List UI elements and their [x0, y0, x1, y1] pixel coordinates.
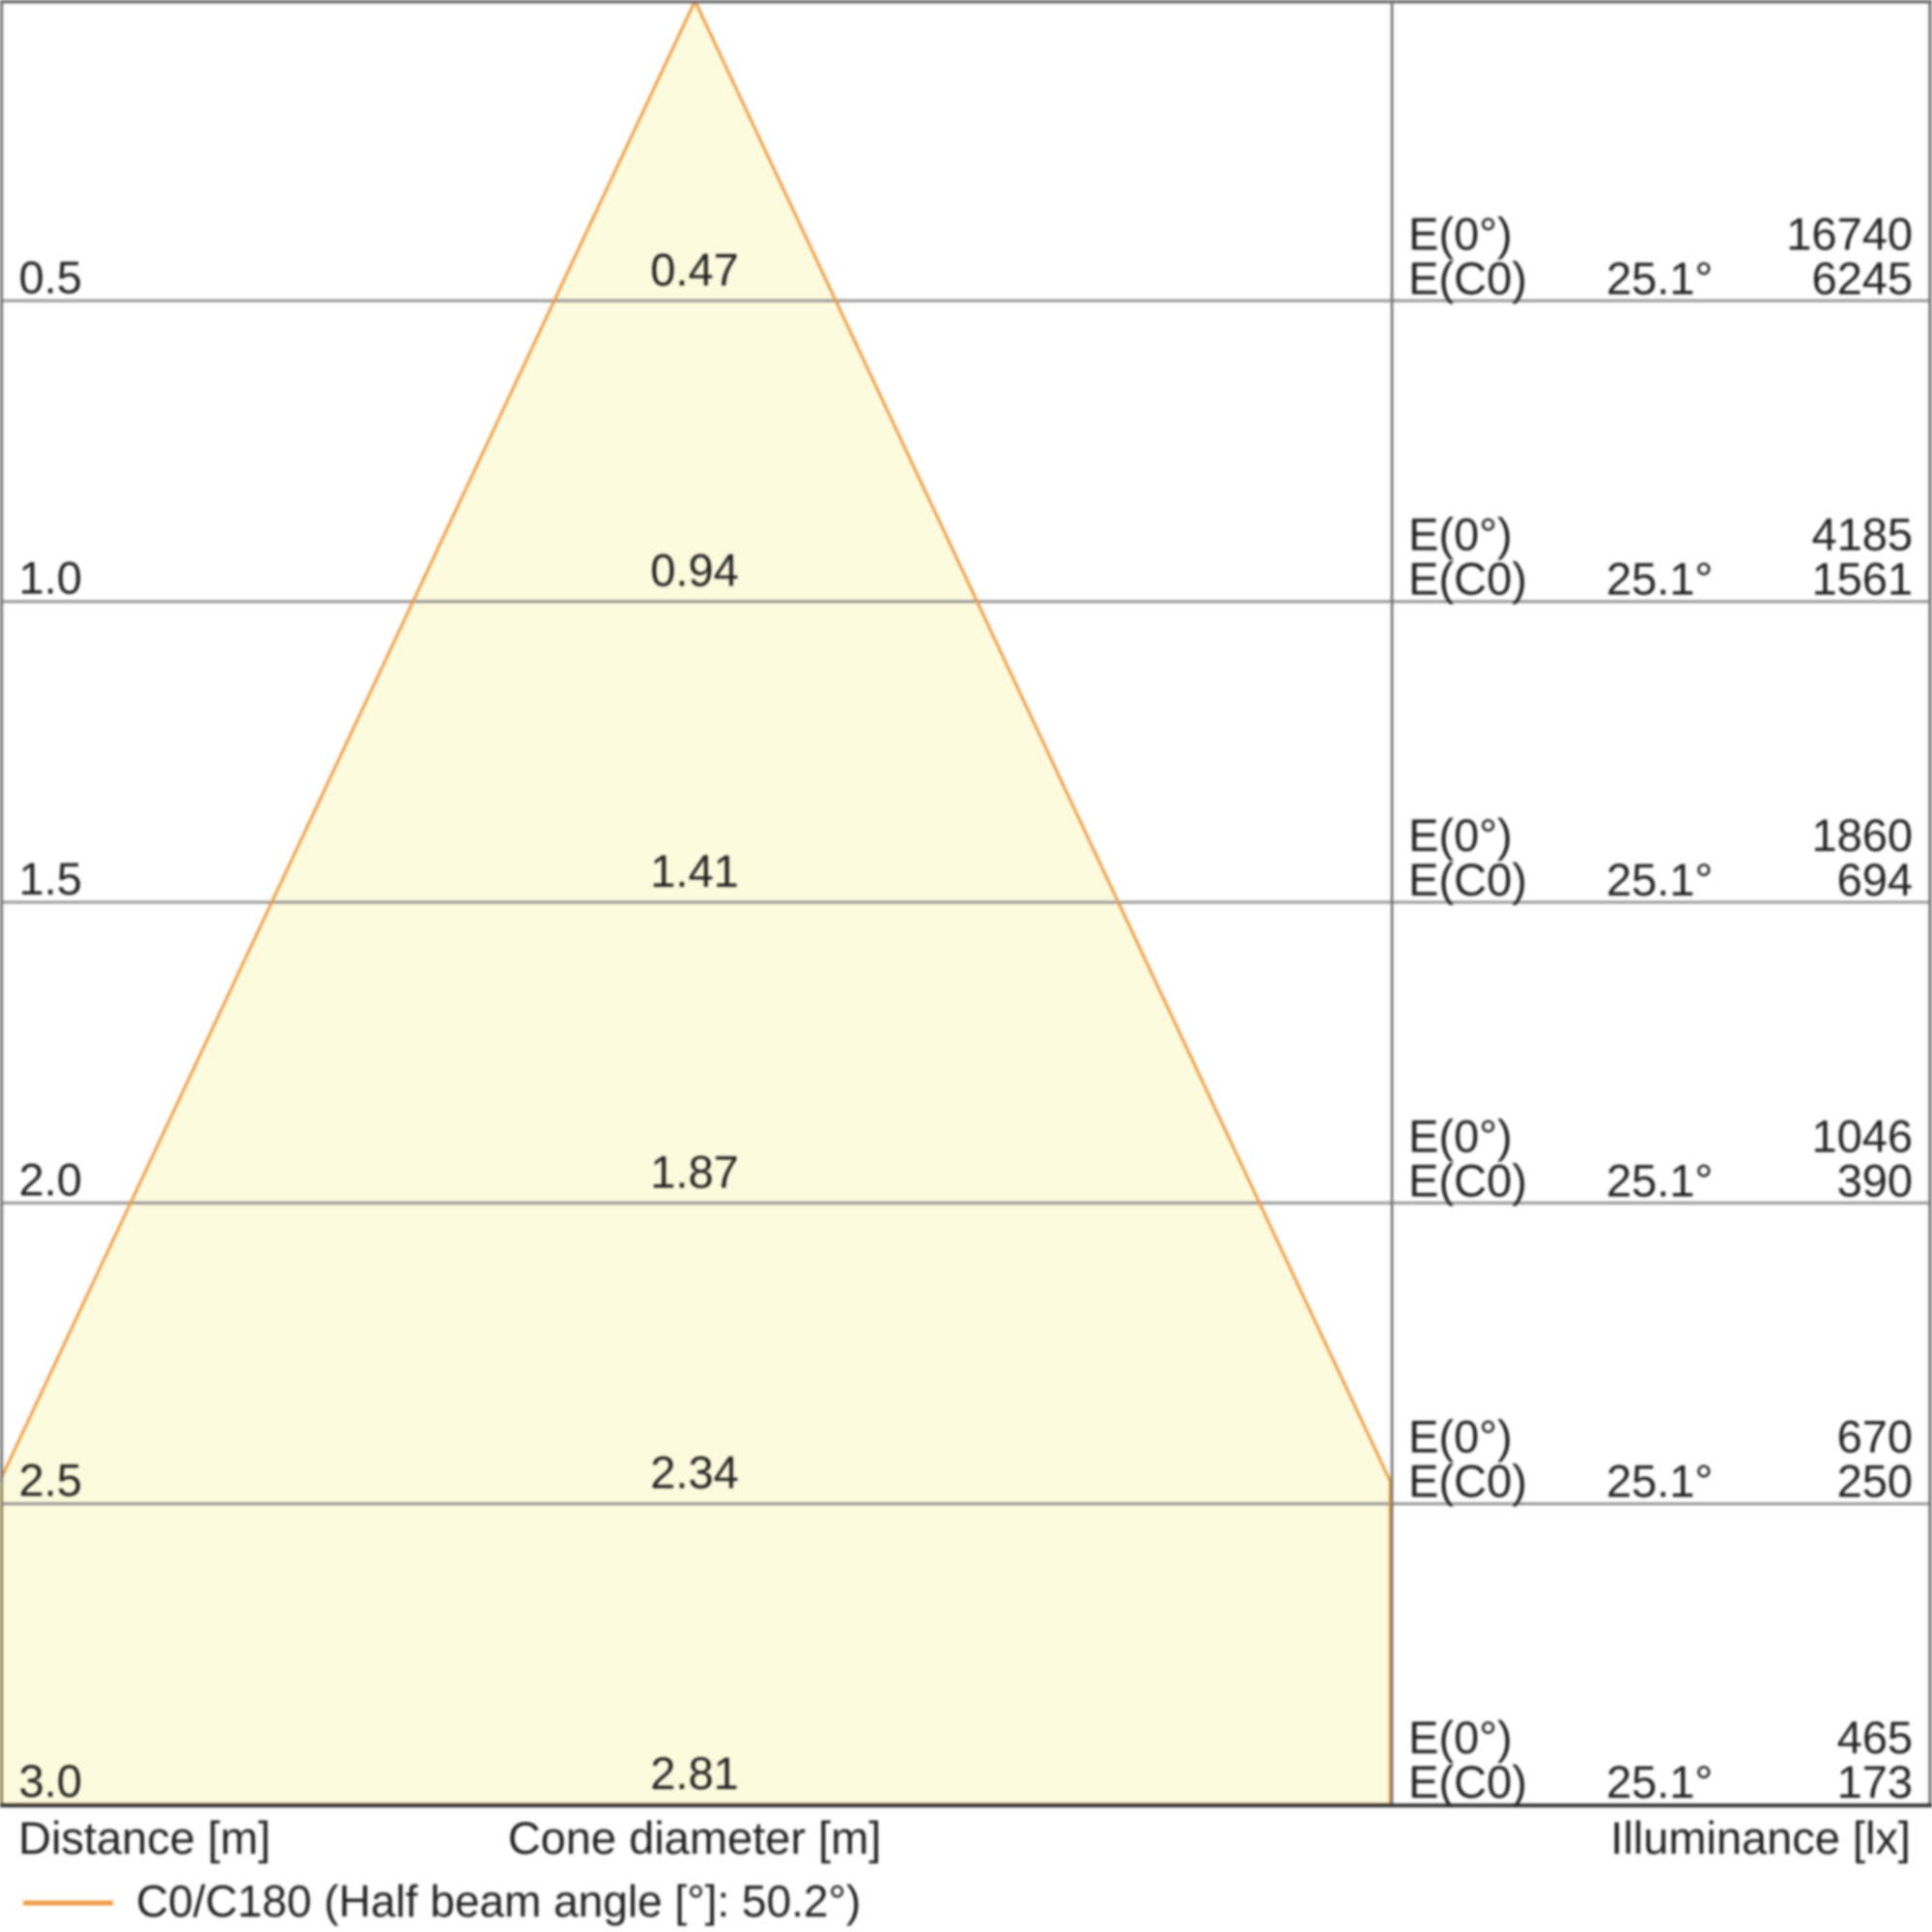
svg-text:1561: 1561 — [1811, 554, 1913, 605]
svg-text:2.0: 2.0 — [19, 1153, 82, 1205]
svg-text:E(C0): E(C0) — [1408, 554, 1527, 605]
svg-text:1860: 1860 — [1811, 810, 1913, 861]
svg-text:670: 670 — [1837, 1411, 1913, 1463]
svg-text:25.1°: 25.1° — [1606, 1456, 1713, 1507]
svg-text:1.0: 1.0 — [19, 553, 82, 604]
svg-text:0.47: 0.47 — [650, 243, 738, 295]
svg-text:694: 694 — [1837, 854, 1913, 905]
svg-text:E(C0): E(C0) — [1408, 252, 1527, 303]
svg-text:E(0°): E(0°) — [1408, 1411, 1513, 1463]
svg-text:25.1°: 25.1° — [1606, 554, 1713, 605]
svg-text:E(C0): E(C0) — [1408, 1456, 1527, 1507]
svg-text:25.1°: 25.1° — [1606, 1154, 1713, 1206]
svg-text:250: 250 — [1837, 1456, 1913, 1507]
svg-text:2.81: 2.81 — [650, 1747, 738, 1799]
svg-text:Illuminance [lx]: Illuminance [lx] — [1610, 1812, 1911, 1863]
svg-text:E(C0): E(C0) — [1408, 1154, 1527, 1206]
svg-text:16740: 16740 — [1786, 208, 1913, 259]
svg-text:3.0: 3.0 — [19, 1755, 82, 1806]
svg-text:465: 465 — [1837, 1712, 1913, 1763]
svg-text:6245: 6245 — [1811, 252, 1913, 303]
svg-text:25.1°: 25.1° — [1606, 1756, 1713, 1807]
svg-text:1.87: 1.87 — [650, 1146, 738, 1197]
svg-text:0.5: 0.5 — [19, 251, 82, 302]
svg-text:Distance [m]: Distance [m] — [18, 1812, 270, 1863]
svg-text:E(0°): E(0°) — [1408, 810, 1513, 861]
svg-text:C0/C180 (Half beam angle [°]:: C0/C180 (Half beam angle [°]: 50.2°) — [136, 1876, 861, 1926]
svg-text:25.1°: 25.1° — [1606, 252, 1713, 303]
svg-text:1.5: 1.5 — [19, 853, 82, 904]
svg-text:0.94: 0.94 — [650, 545, 738, 596]
svg-text:4185: 4185 — [1811, 509, 1913, 560]
svg-text:173: 173 — [1837, 1756, 1913, 1807]
svg-text:E(0°): E(0°) — [1408, 509, 1513, 560]
svg-text:E(0°): E(0°) — [1408, 208, 1513, 259]
svg-text:E(0°): E(0°) — [1408, 1712, 1513, 1763]
svg-text:2.34: 2.34 — [650, 1447, 738, 1498]
svg-text:E(0°): E(0°) — [1408, 1110, 1513, 1161]
svg-text:25.1°: 25.1° — [1606, 854, 1713, 905]
svg-text:1.41: 1.41 — [650, 845, 738, 896]
svg-text:390: 390 — [1837, 1154, 1913, 1206]
svg-text:Cone diameter [m]: Cone diameter [m] — [508, 1812, 882, 1863]
svg-text:2.5: 2.5 — [19, 1455, 82, 1506]
svg-text:E(C0): E(C0) — [1408, 854, 1527, 905]
svg-text:1046: 1046 — [1811, 1110, 1913, 1161]
svg-text:E(C0): E(C0) — [1408, 1756, 1527, 1807]
